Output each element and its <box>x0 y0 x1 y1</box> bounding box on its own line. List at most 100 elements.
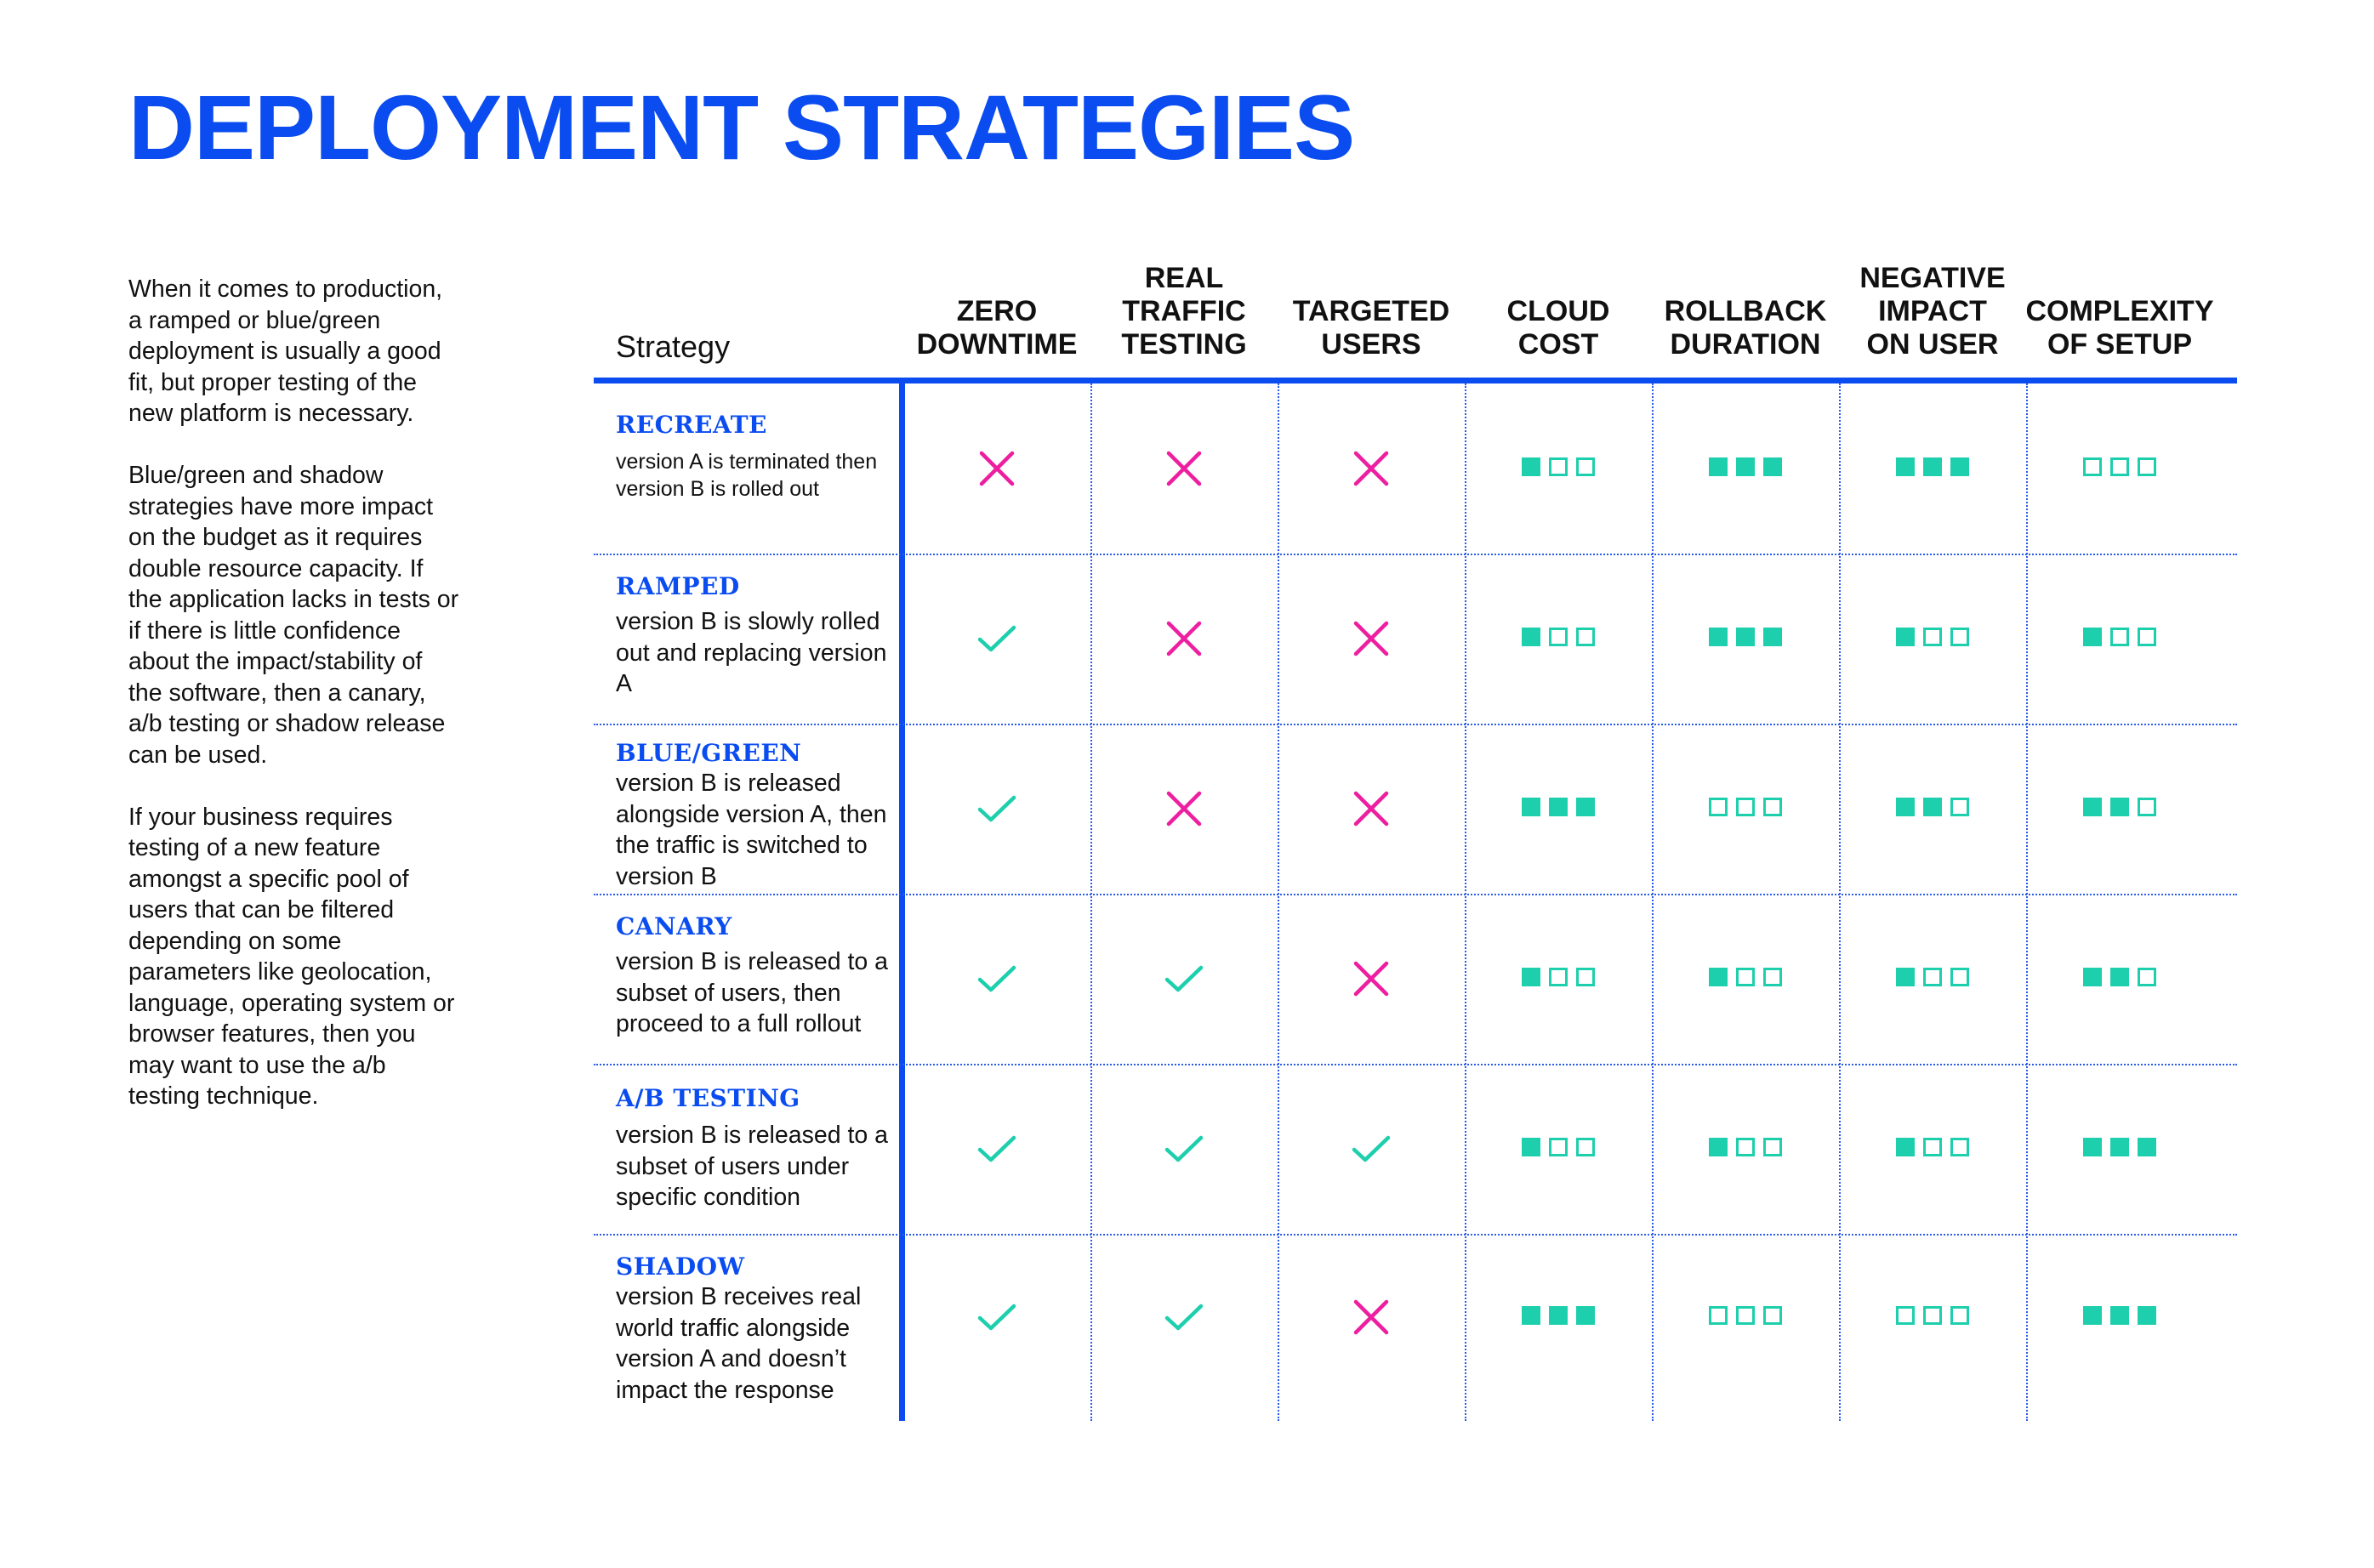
cell-cloud-cost <box>1473 613 1643 664</box>
cell-complexity-of-setup <box>2035 953 2205 1004</box>
column-header-zero-downtime: ZERO DOWNTIME <box>899 295 1095 361</box>
level-indicator <box>2079 967 2161 991</box>
cell-real-traffic-testing <box>1099 953 1269 1004</box>
level-square-empty <box>1763 1305 1782 1325</box>
cell-real-traffic-testing <box>1099 783 1269 834</box>
cell-rollback-duration <box>1660 1123 1830 1174</box>
level-square-filled <box>2083 627 2102 646</box>
level-square-filled <box>1522 1305 1540 1325</box>
level-indicator <box>1517 457 1599 480</box>
level-square-empty <box>1709 797 1728 816</box>
level-square-filled <box>1736 457 1755 476</box>
cell-complexity-of-setup <box>2035 443 2205 494</box>
cell-rollback-duration <box>1660 1292 1830 1343</box>
strategy-description: version B is released to a subset of use… <box>616 948 888 1037</box>
level-indicator <box>1892 1305 1973 1329</box>
level-square-filled <box>1709 1137 1728 1156</box>
level-square-empty <box>1763 967 1782 986</box>
cell-cloud-cost <box>1473 1123 1643 1174</box>
level-indicator <box>1892 1137 1973 1161</box>
column-header-real-traffic-testing: REAL TRAFFIC TESTING <box>1086 262 1282 361</box>
level-indicator <box>1517 1137 1599 1161</box>
level-square-empty <box>1950 967 1969 986</box>
intro-paragraph: Blue/green and shadow strategies have mo… <box>128 462 459 769</box>
row-separator <box>594 1234 2237 1236</box>
level-square-filled <box>1896 797 1915 816</box>
column-separator <box>1652 383 1654 1421</box>
strategy-description: version B is slowly rolled out and repla… <box>616 608 887 697</box>
level-square-empty <box>2138 627 2156 646</box>
level-square-empty <box>1576 457 1595 476</box>
cross-icon <box>1353 451 1389 486</box>
intro-paragraph: If your business requires testing of a n… <box>128 803 455 1111</box>
level-square-filled <box>1549 1305 1568 1325</box>
column-header-line: ON USER <box>1866 328 1999 361</box>
level-square-filled <box>1923 457 1942 476</box>
check-icon <box>1164 965 1204 992</box>
cross-icon <box>1353 791 1389 827</box>
column-header-line: CLOUD <box>1506 295 1610 327</box>
level-indicator <box>1517 797 1599 821</box>
cell-cloud-cost <box>1473 443 1643 494</box>
strategy-column-header: Strategy <box>616 329 731 364</box>
level-square-filled <box>1576 797 1595 816</box>
level-square-filled <box>2110 797 2129 816</box>
level-indicator <box>1705 457 1786 480</box>
cell-zero-downtime <box>912 613 1082 664</box>
column-separator <box>1090 383 1092 1421</box>
header-divider <box>594 378 2237 383</box>
strategy-name: A/B TESTING <box>616 1084 800 1112</box>
column-header-line: NEGATIVE <box>1859 262 2006 294</box>
cell-negative-impact-on-user <box>1847 1292 2018 1343</box>
check-icon <box>977 625 1016 652</box>
strategy-description: version B is released alongside version … <box>616 770 887 890</box>
level-square-filled <box>2083 1137 2102 1156</box>
cross-icon <box>1353 961 1389 997</box>
column-header-line: TARGETED <box>1292 295 1450 327</box>
cell-targeted-users <box>1286 1292 1456 1343</box>
cell-zero-downtime <box>912 783 1082 834</box>
level-square-filled <box>2110 1137 2129 1156</box>
column-separator <box>2026 383 2028 1421</box>
level-square-empty <box>1950 1305 1969 1325</box>
strategy-description: version B is released to a subset of use… <box>616 1122 888 1211</box>
level-square-empty <box>2110 627 2129 646</box>
level-square-empty <box>1923 1137 1942 1156</box>
level-indicator <box>1892 457 1973 480</box>
cell-complexity-of-setup <box>2035 613 2205 664</box>
cell-zero-downtime <box>912 953 1082 1004</box>
level-indicator <box>1517 1305 1599 1329</box>
strategy-name: SHADOW <box>616 1253 745 1281</box>
level-indicator <box>1892 967 1973 991</box>
level-square-filled <box>1709 627 1728 646</box>
level-indicator <box>1517 627 1599 650</box>
column-header-line: DOWNTIME <box>916 328 1078 361</box>
level-square-filled <box>1896 1137 1915 1156</box>
cell-rollback-duration <box>1660 783 1830 834</box>
strategy-description: version B receives real world traffic al… <box>616 1283 862 1404</box>
level-indicator <box>1517 967 1599 991</box>
level-square-filled <box>1522 1137 1540 1156</box>
cell-cloud-cost <box>1473 783 1643 834</box>
row-separator <box>594 554 2237 555</box>
level-square-empty <box>2138 967 2156 986</box>
column-header-line: TESTING <box>1121 328 1247 361</box>
level-square-filled <box>2083 797 2102 816</box>
level-square-filled <box>1950 457 1969 476</box>
column-header-line: OF SETUP <box>2047 328 2193 361</box>
level-square-empty <box>1549 1137 1568 1156</box>
level-indicator <box>2079 1137 2161 1161</box>
level-square-filled <box>1549 797 1568 816</box>
cell-zero-downtime <box>912 1292 1082 1343</box>
column-header-line: IMPACT <box>1878 295 1987 327</box>
level-square-empty <box>2138 797 2156 816</box>
cell-negative-impact-on-user <box>1847 1123 2018 1174</box>
strategy-name: RAMPED <box>616 572 740 600</box>
column-header-line: ROLLBACK <box>1664 295 1827 327</box>
level-square-filled <box>2138 1137 2156 1156</box>
level-square-filled <box>2110 1305 2129 1325</box>
level-indicator <box>1705 627 1786 650</box>
row-separator <box>594 894 2237 895</box>
cell-zero-downtime <box>912 1123 1082 1174</box>
